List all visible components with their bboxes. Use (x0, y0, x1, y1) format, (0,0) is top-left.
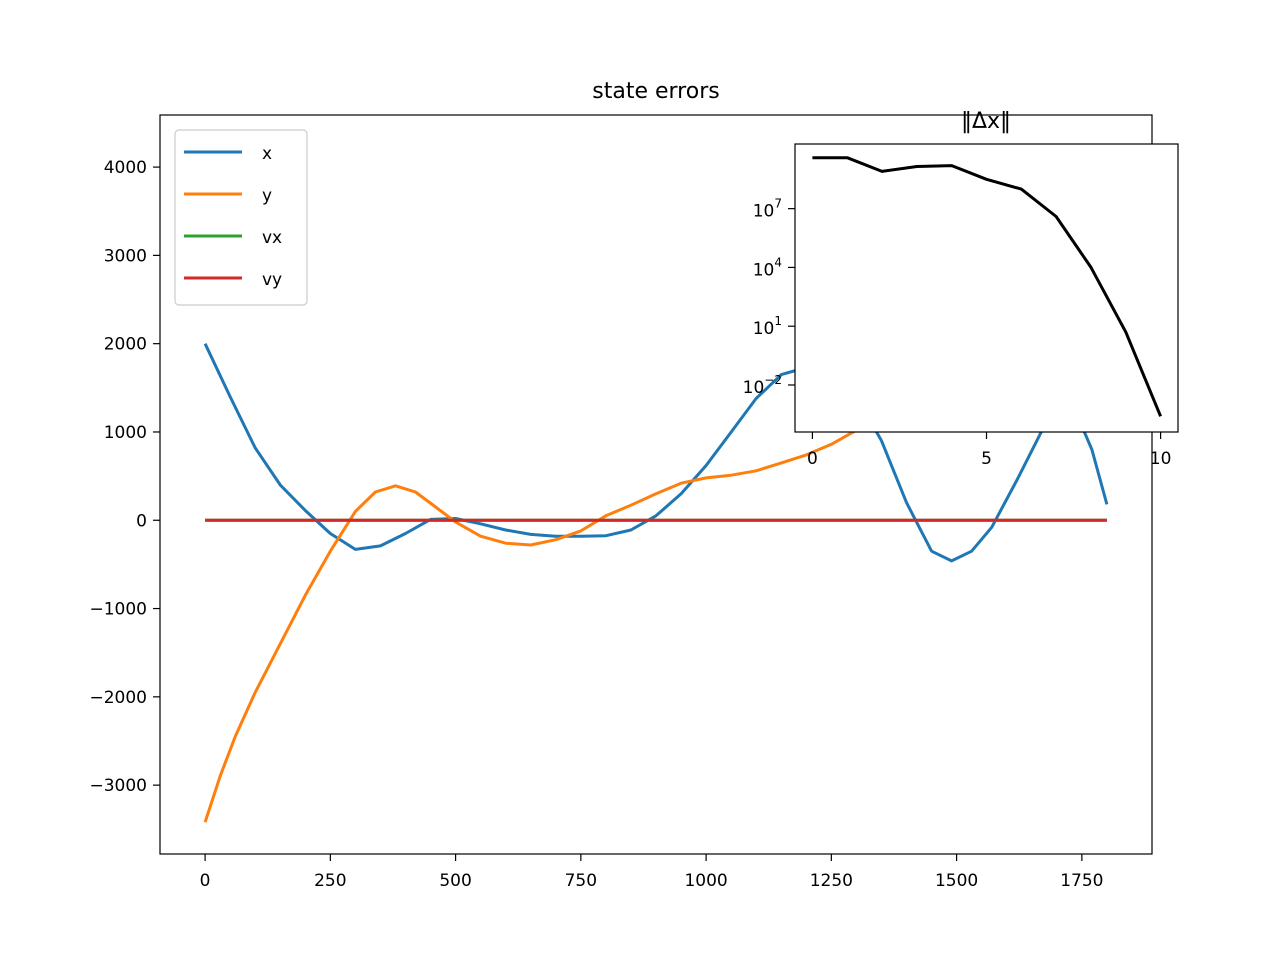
main-series-lines (203, 343, 1109, 823)
main-axes: 0 250 500 750 1000 1250 1500 1750 −3000−2000−10… (89, 79, 1153, 891)
inset-x-tick-label: 5 (981, 449, 992, 469)
legend-entry-y: y (184, 186, 272, 206)
y-tick-label: 4000 (104, 158, 147, 178)
inset-axes: 0 5 10 10−2 101 104 107 ‖Δx‖ (743, 109, 1179, 469)
inset-chart-title: ‖Δx‖ (961, 109, 1011, 134)
x-tick-label: 1250 (810, 871, 853, 891)
y-tick-label: 0 (136, 511, 147, 531)
inset-y-tick-label: 10−2 (743, 373, 782, 398)
y-tick-label: −1000 (89, 600, 147, 620)
legend: x y vx vy (174, 129, 308, 306)
inset-background (795, 144, 1178, 432)
x-tick-label: 750 (565, 871, 597, 891)
inset-series-line (812, 156, 1162, 417)
y-tick-label: −2000 (89, 688, 147, 708)
legend-label-vy: vy (262, 270, 282, 290)
legend-entry-vx: vx (184, 228, 282, 248)
inset-x-tick-label: 10 (1150, 449, 1172, 469)
main-x-ticks: 0 250 500 750 1000 1250 1500 1750 (200, 854, 1103, 891)
series-line-x (203, 343, 1109, 563)
main-chart-title: state errors (592, 79, 719, 104)
main-y-ticks: −3000 −2000 −1000 0 1000 2000 3000 4000 (89, 158, 160, 796)
y-tick-label: 2000 (104, 335, 147, 355)
x-tick-label: 500 (439, 871, 471, 891)
y-tick-label: 3000 (104, 246, 147, 266)
y-tick-label: −3000 (89, 776, 147, 796)
inset-y-ticks: 10−2 101 104 107 (743, 197, 795, 398)
y-tick-label: 1000 (104, 423, 147, 443)
series-line-y (203, 413, 878, 823)
x-tick-label: 1500 (935, 871, 978, 891)
inset-norm-line (812, 156, 1162, 417)
legend-label-vx: vx (262, 228, 282, 248)
inset-y-tick-label: 104 (753, 255, 782, 280)
main-plot-frame (159, 114, 1153, 855)
inset-y-tick-label: 101 (753, 314, 782, 339)
inset-x-ticks: 0 5 10 (807, 432, 1171, 469)
legend-label-x: x (262, 144, 272, 164)
inset-x-tick-label: 0 (807, 449, 818, 469)
x-tick-label: 250 (314, 871, 346, 891)
inset-y-tick-label: 107 (753, 197, 782, 222)
legend-label-y: y (262, 186, 272, 206)
x-tick-label: 1000 (684, 871, 727, 891)
legend-entry-vy: vy (184, 270, 282, 290)
legend-box (174, 129, 308, 306)
legend-entry-x: x (184, 144, 272, 164)
x-tick-label: 0 (200, 871, 211, 891)
x-tick-label: 1750 (1060, 871, 1103, 891)
